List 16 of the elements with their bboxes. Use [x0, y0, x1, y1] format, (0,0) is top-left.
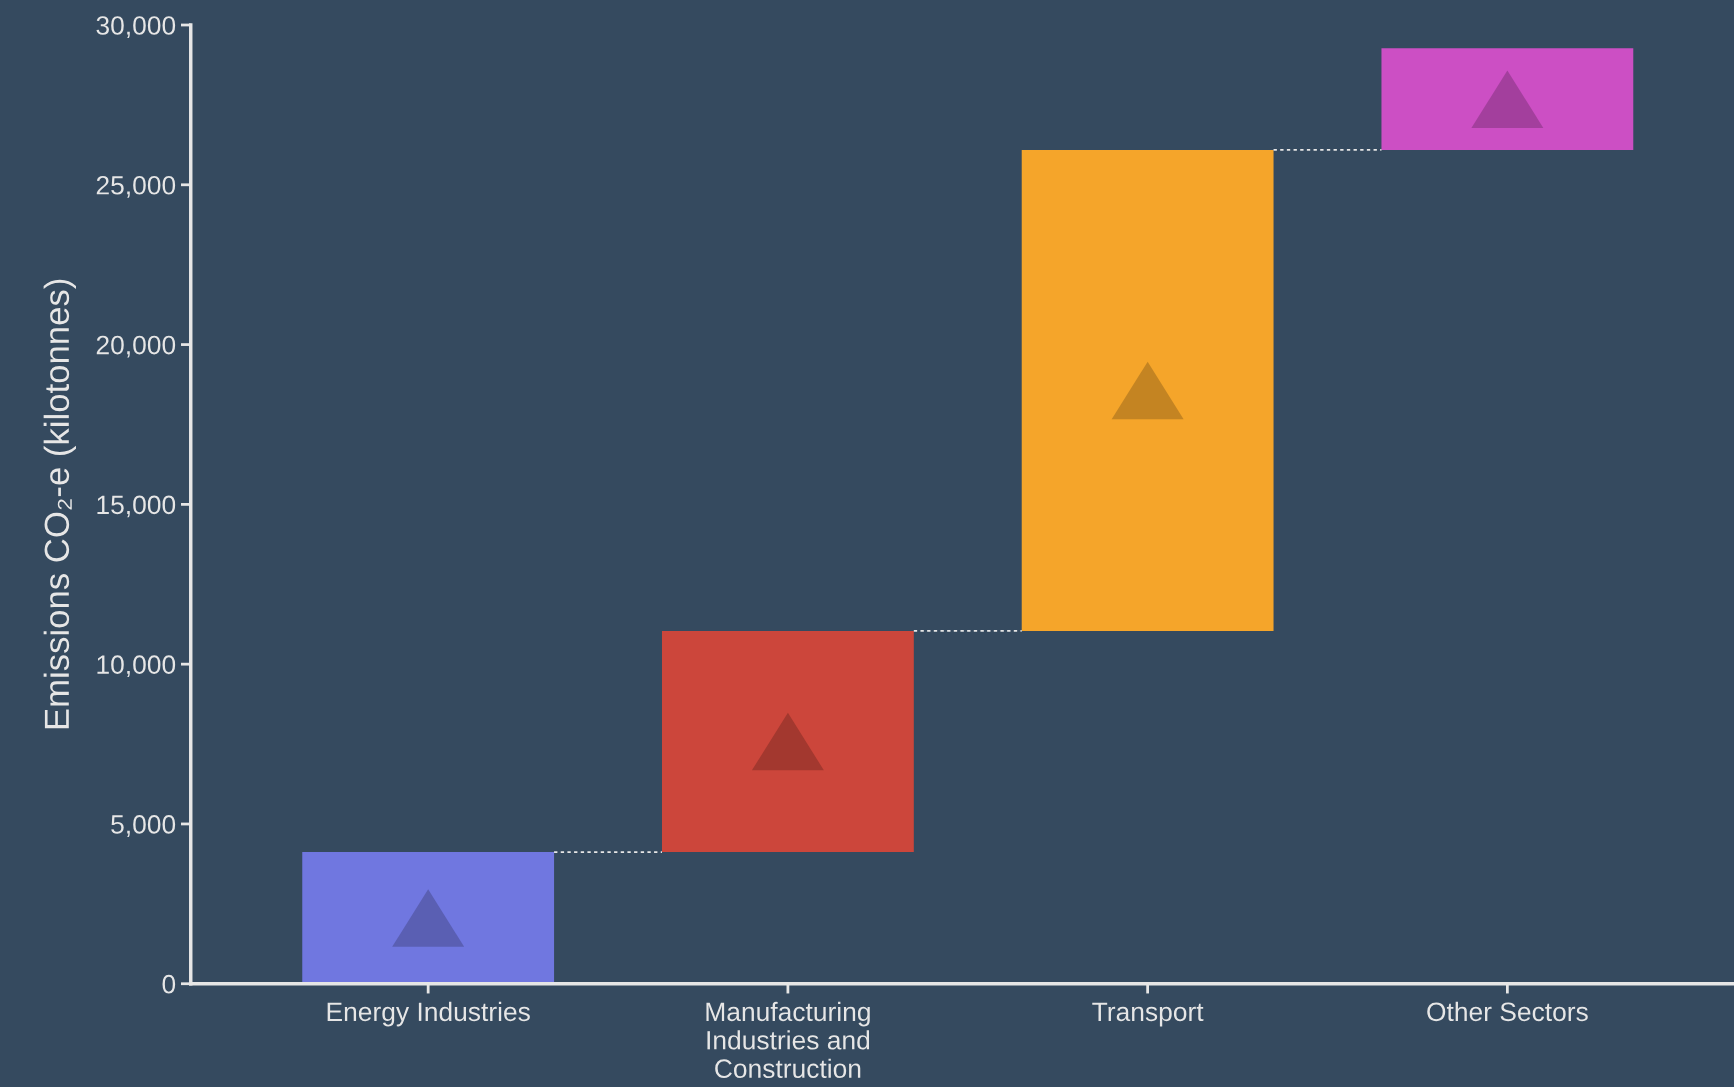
x-tick-label: Energy Industries — [327, 1001, 530, 1027]
y-tick-label: 15,000 — [97, 495, 176, 518]
y-tick-label: 30,000 — [96, 16, 176, 38]
y-tick-label: 5,000 — [111, 815, 176, 837]
y-tick-label: 25,000 — [96, 175, 176, 198]
x-tick-label: Manufacturing Industries and Construction — [706, 1001, 870, 1079]
bar — [302, 852, 555, 984]
x-tick-label: Other Sectors — [1427, 1001, 1588, 1022]
y-tick-label: 10,000 — [97, 655, 176, 678]
bar — [1021, 149, 1274, 631]
x-tick-label: Transport — [1092, 1002, 1204, 1027]
bar — [1381, 48, 1634, 150]
bar — [661, 630, 914, 853]
y-tick-label: 20,000 — [96, 335, 176, 358]
y-axis-title: Emissions CO₂-e (kilotonnes) — [43, 279, 76, 729]
y-tick-label: 0 — [162, 974, 176, 994]
